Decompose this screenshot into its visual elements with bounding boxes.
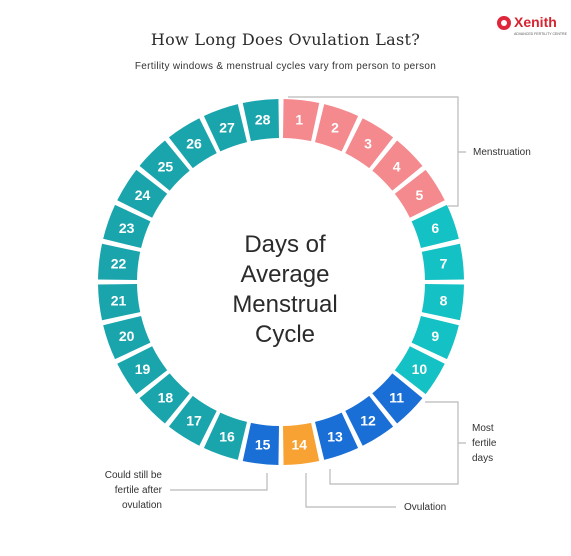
- day-segment: [394, 169, 445, 218]
- annotation-brackets: [170, 96, 466, 508]
- day-number: 9: [431, 328, 439, 344]
- day-segment: [139, 373, 190, 424]
- day-number: 23: [119, 220, 135, 236]
- day-number: 10: [412, 361, 428, 377]
- logo-tagline: ADVANCED FERTILITY CENTRE: [514, 32, 567, 36]
- label-line: Menstruation: [473, 147, 531, 158]
- day-number: 1: [295, 112, 303, 128]
- day-segment: [103, 316, 151, 360]
- label-could-still-be-fertile: Could still be fertile after ovulation: [76, 468, 162, 513]
- day-segment: [168, 395, 217, 446]
- day-number: 17: [186, 412, 202, 428]
- label-line: fertile after: [114, 485, 162, 496]
- day-segment: [394, 346, 445, 395]
- day-segment: [117, 346, 168, 395]
- day-number: 21: [111, 292, 127, 308]
- label-line: days: [472, 453, 494, 464]
- day-segment: [372, 373, 423, 424]
- logo-name: Xenith: [514, 14, 557, 30]
- day-segment: [283, 99, 320, 142]
- label-line: Ovulation: [404, 502, 447, 513]
- day-number: 6: [431, 220, 439, 236]
- bracket-menstruation: [288, 96, 466, 207]
- day-segment: [139, 140, 190, 191]
- day-number: 15: [255, 436, 271, 452]
- center-line: Cycle: [254, 321, 315, 348]
- day-number: 25: [158, 158, 174, 174]
- day-segment: [315, 412, 359, 460]
- day-number: 22: [111, 256, 127, 272]
- bracket-could-still: [170, 473, 268, 491]
- label-line: ovulation: [121, 500, 162, 511]
- day-segment: [372, 140, 423, 191]
- day-number: 2: [331, 120, 339, 136]
- day-number: 27: [219, 120, 235, 136]
- day-segment: [421, 284, 464, 321]
- day-number: 7: [440, 256, 448, 272]
- center-line: Days of: [244, 231, 326, 258]
- brand-logo: Xenith ADVANCED FERTILITY CENTRE: [497, 14, 567, 40]
- label-line: fertile: [472, 438, 497, 449]
- day-number: 4: [393, 158, 401, 174]
- day-number: 20: [119, 328, 135, 344]
- day-number: 3: [364, 136, 372, 152]
- day-segment: [411, 204, 459, 248]
- day-segment: [203, 104, 247, 152]
- day-segment: [421, 243, 464, 280]
- day-segment: [242, 422, 279, 465]
- day-number: 26: [186, 136, 202, 152]
- day-number: 13: [327, 428, 343, 444]
- day-number: 19: [135, 361, 151, 377]
- page-title: How Long Does Ovulation Last?: [150, 30, 421, 49]
- day-number: 28: [255, 112, 271, 128]
- day-segment: [98, 243, 141, 280]
- day-number: 12: [360, 412, 376, 428]
- day-segment: [242, 99, 279, 142]
- logo-icon: [497, 16, 511, 30]
- day-number: 16: [219, 428, 235, 444]
- day-segment: [345, 118, 394, 169]
- center-line: Average: [240, 261, 330, 288]
- label-menstruation: Menstruation: [473, 145, 531, 160]
- label-line: Most: [472, 423, 494, 434]
- day-segment: [411, 316, 459, 360]
- label-most-fertile: Most fertile days: [472, 421, 496, 466]
- day-number: 14: [292, 436, 308, 452]
- day-segments: 1234567891011121314151617181920212223242…: [98, 99, 464, 465]
- day-segment: [345, 395, 394, 446]
- day-segment: [98, 284, 141, 321]
- page-subtitle: Fertility windows & menstrual cycles var…: [134, 61, 437, 72]
- day-segment: [283, 422, 320, 465]
- day-number: 8: [440, 292, 448, 308]
- day-number: 24: [135, 187, 151, 203]
- day-segment: [315, 104, 359, 152]
- bracket-ovulation: [305, 473, 396, 508]
- center-line: Menstrual: [232, 291, 338, 318]
- label-line: Could still be: [104, 470, 162, 481]
- day-number: 5: [416, 187, 424, 203]
- day-number: 11: [389, 390, 404, 406]
- day-number: 18: [158, 390, 174, 406]
- day-segment: [117, 169, 168, 218]
- day-segment: [168, 118, 217, 169]
- day-segment: [203, 412, 247, 460]
- center-label: Days of Average Menstrual Cycle: [193, 230, 377, 350]
- label-ovulation: Ovulation: [404, 500, 446, 515]
- day-segment: [103, 204, 151, 248]
- bracket-most-fertile: [329, 401, 466, 485]
